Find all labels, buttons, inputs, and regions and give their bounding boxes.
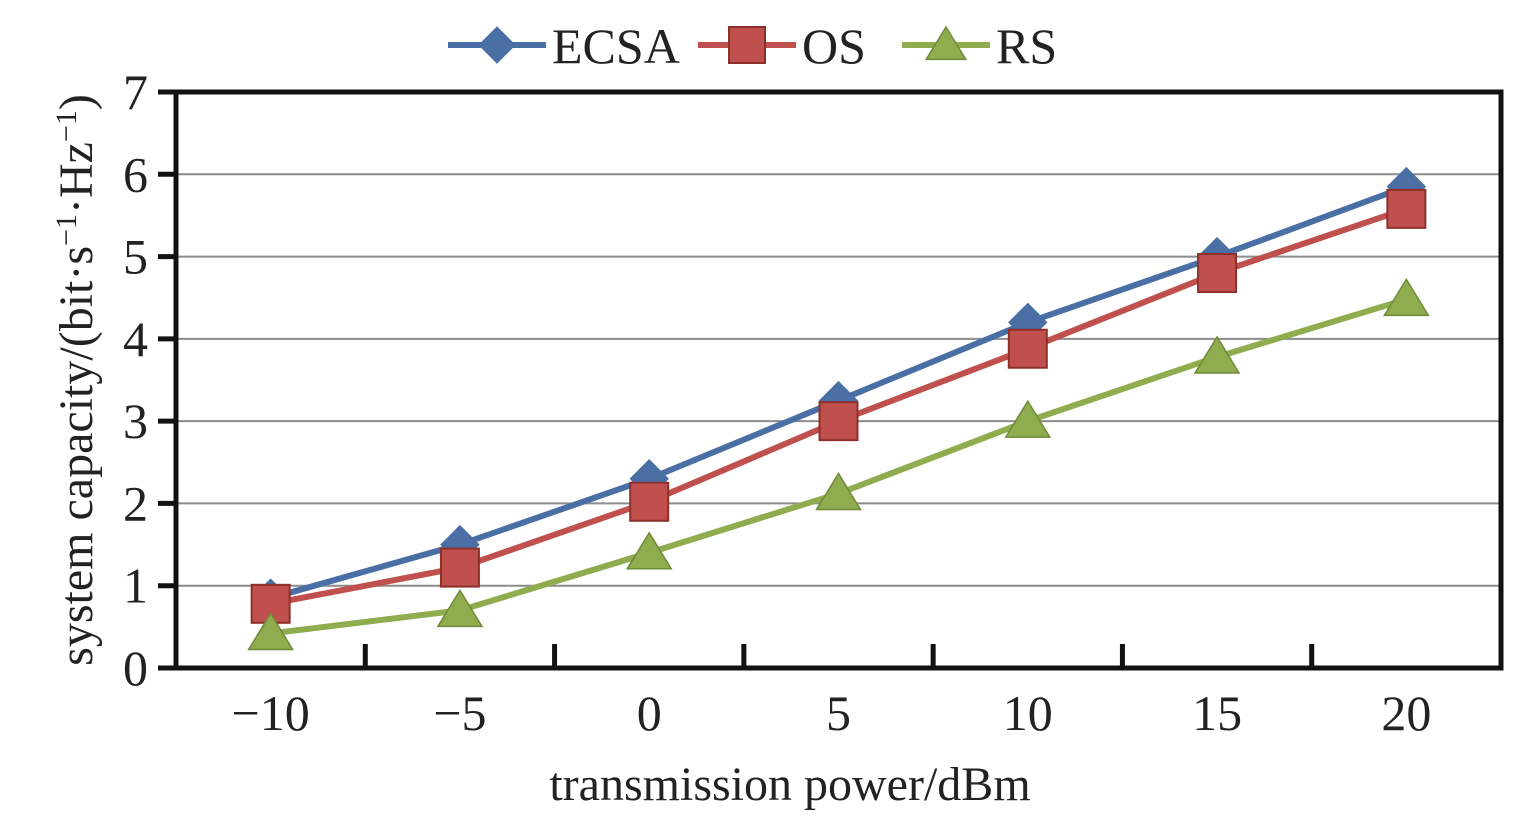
y-axis-title-mid: ·Hz (50, 142, 103, 214)
series-os (250, 188, 1427, 624)
y-tick-label: 4 (123, 311, 148, 367)
grid-lines (176, 173, 1501, 587)
data-point-rs (1193, 335, 1241, 374)
legend-item-rs: RS (902, 18, 1057, 74)
y-axis-title-end: ) (50, 94, 103, 110)
data-point-rs (815, 472, 862, 511)
legend-label: OS (802, 18, 866, 74)
y-tick-label: 7 (123, 64, 148, 120)
x-tick-label: 0 (637, 685, 662, 741)
data-point-os (818, 401, 859, 442)
legend-label: RS (996, 18, 1057, 74)
legend: ECSA OS RS (448, 18, 1057, 74)
x-axis-title: transmission power/dBm (549, 758, 1030, 811)
data-point-os (1197, 253, 1238, 294)
y-tick-label: 0 (123, 640, 148, 696)
data-point-os (1386, 188, 1427, 229)
legend-item-os: OS (698, 18, 866, 74)
x-tick-label: 20 (1381, 685, 1431, 741)
data-point-os (1007, 328, 1048, 369)
data-point-rs (625, 531, 673, 570)
data-point-rs (436, 588, 484, 628)
x-tick-label: −5 (433, 685, 486, 741)
data-point-rs (1383, 277, 1430, 317)
legend-marker (728, 26, 766, 64)
y-axis-title-sup1: −1 (50, 214, 83, 246)
data-point-os (629, 481, 670, 522)
data-point-rs (247, 612, 294, 651)
series-rs (247, 277, 1430, 651)
data-point-rs (1004, 399, 1052, 438)
x-tick-label: 10 (1003, 685, 1053, 741)
y-axis-title-main: system capacity/(bit·s (50, 246, 103, 666)
y-tick-label: 6 (123, 146, 148, 202)
x-tick-label: −10 (232, 685, 310, 741)
series-layer (247, 166, 1430, 651)
y-axis-ticks: 0 1 2 3 4 5 6 7 (123, 64, 176, 696)
series-ecsa (250, 166, 1427, 618)
legend-label: ECSA (552, 18, 680, 74)
x-tick-label: 15 (1192, 685, 1242, 741)
y-tick-label: 2 (123, 475, 148, 531)
legend-marker (478, 26, 516, 64)
y-axis-title-sup2: −1 (50, 110, 83, 142)
x-tick-label: 5 (826, 685, 851, 741)
legend-item-ecsa: ECSA (448, 18, 680, 74)
y-tick-label: 3 (123, 393, 148, 449)
y-tick-label: 1 (123, 558, 148, 614)
data-point-os (439, 547, 480, 588)
plot-frame (173, 89, 1504, 671)
y-tick-label: 5 (123, 229, 148, 285)
y-axis-title: system capacity/(bit·s−1·Hz−1) (50, 94, 104, 666)
legend-marker (924, 25, 968, 61)
x-axis-ticks: −10 −5 0 5 10 15 20 (232, 644, 1431, 741)
